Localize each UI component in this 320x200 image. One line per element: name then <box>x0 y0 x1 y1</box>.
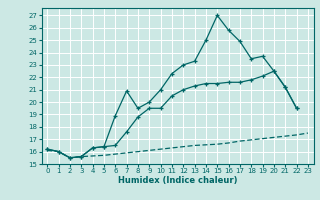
X-axis label: Humidex (Indice chaleur): Humidex (Indice chaleur) <box>118 176 237 185</box>
